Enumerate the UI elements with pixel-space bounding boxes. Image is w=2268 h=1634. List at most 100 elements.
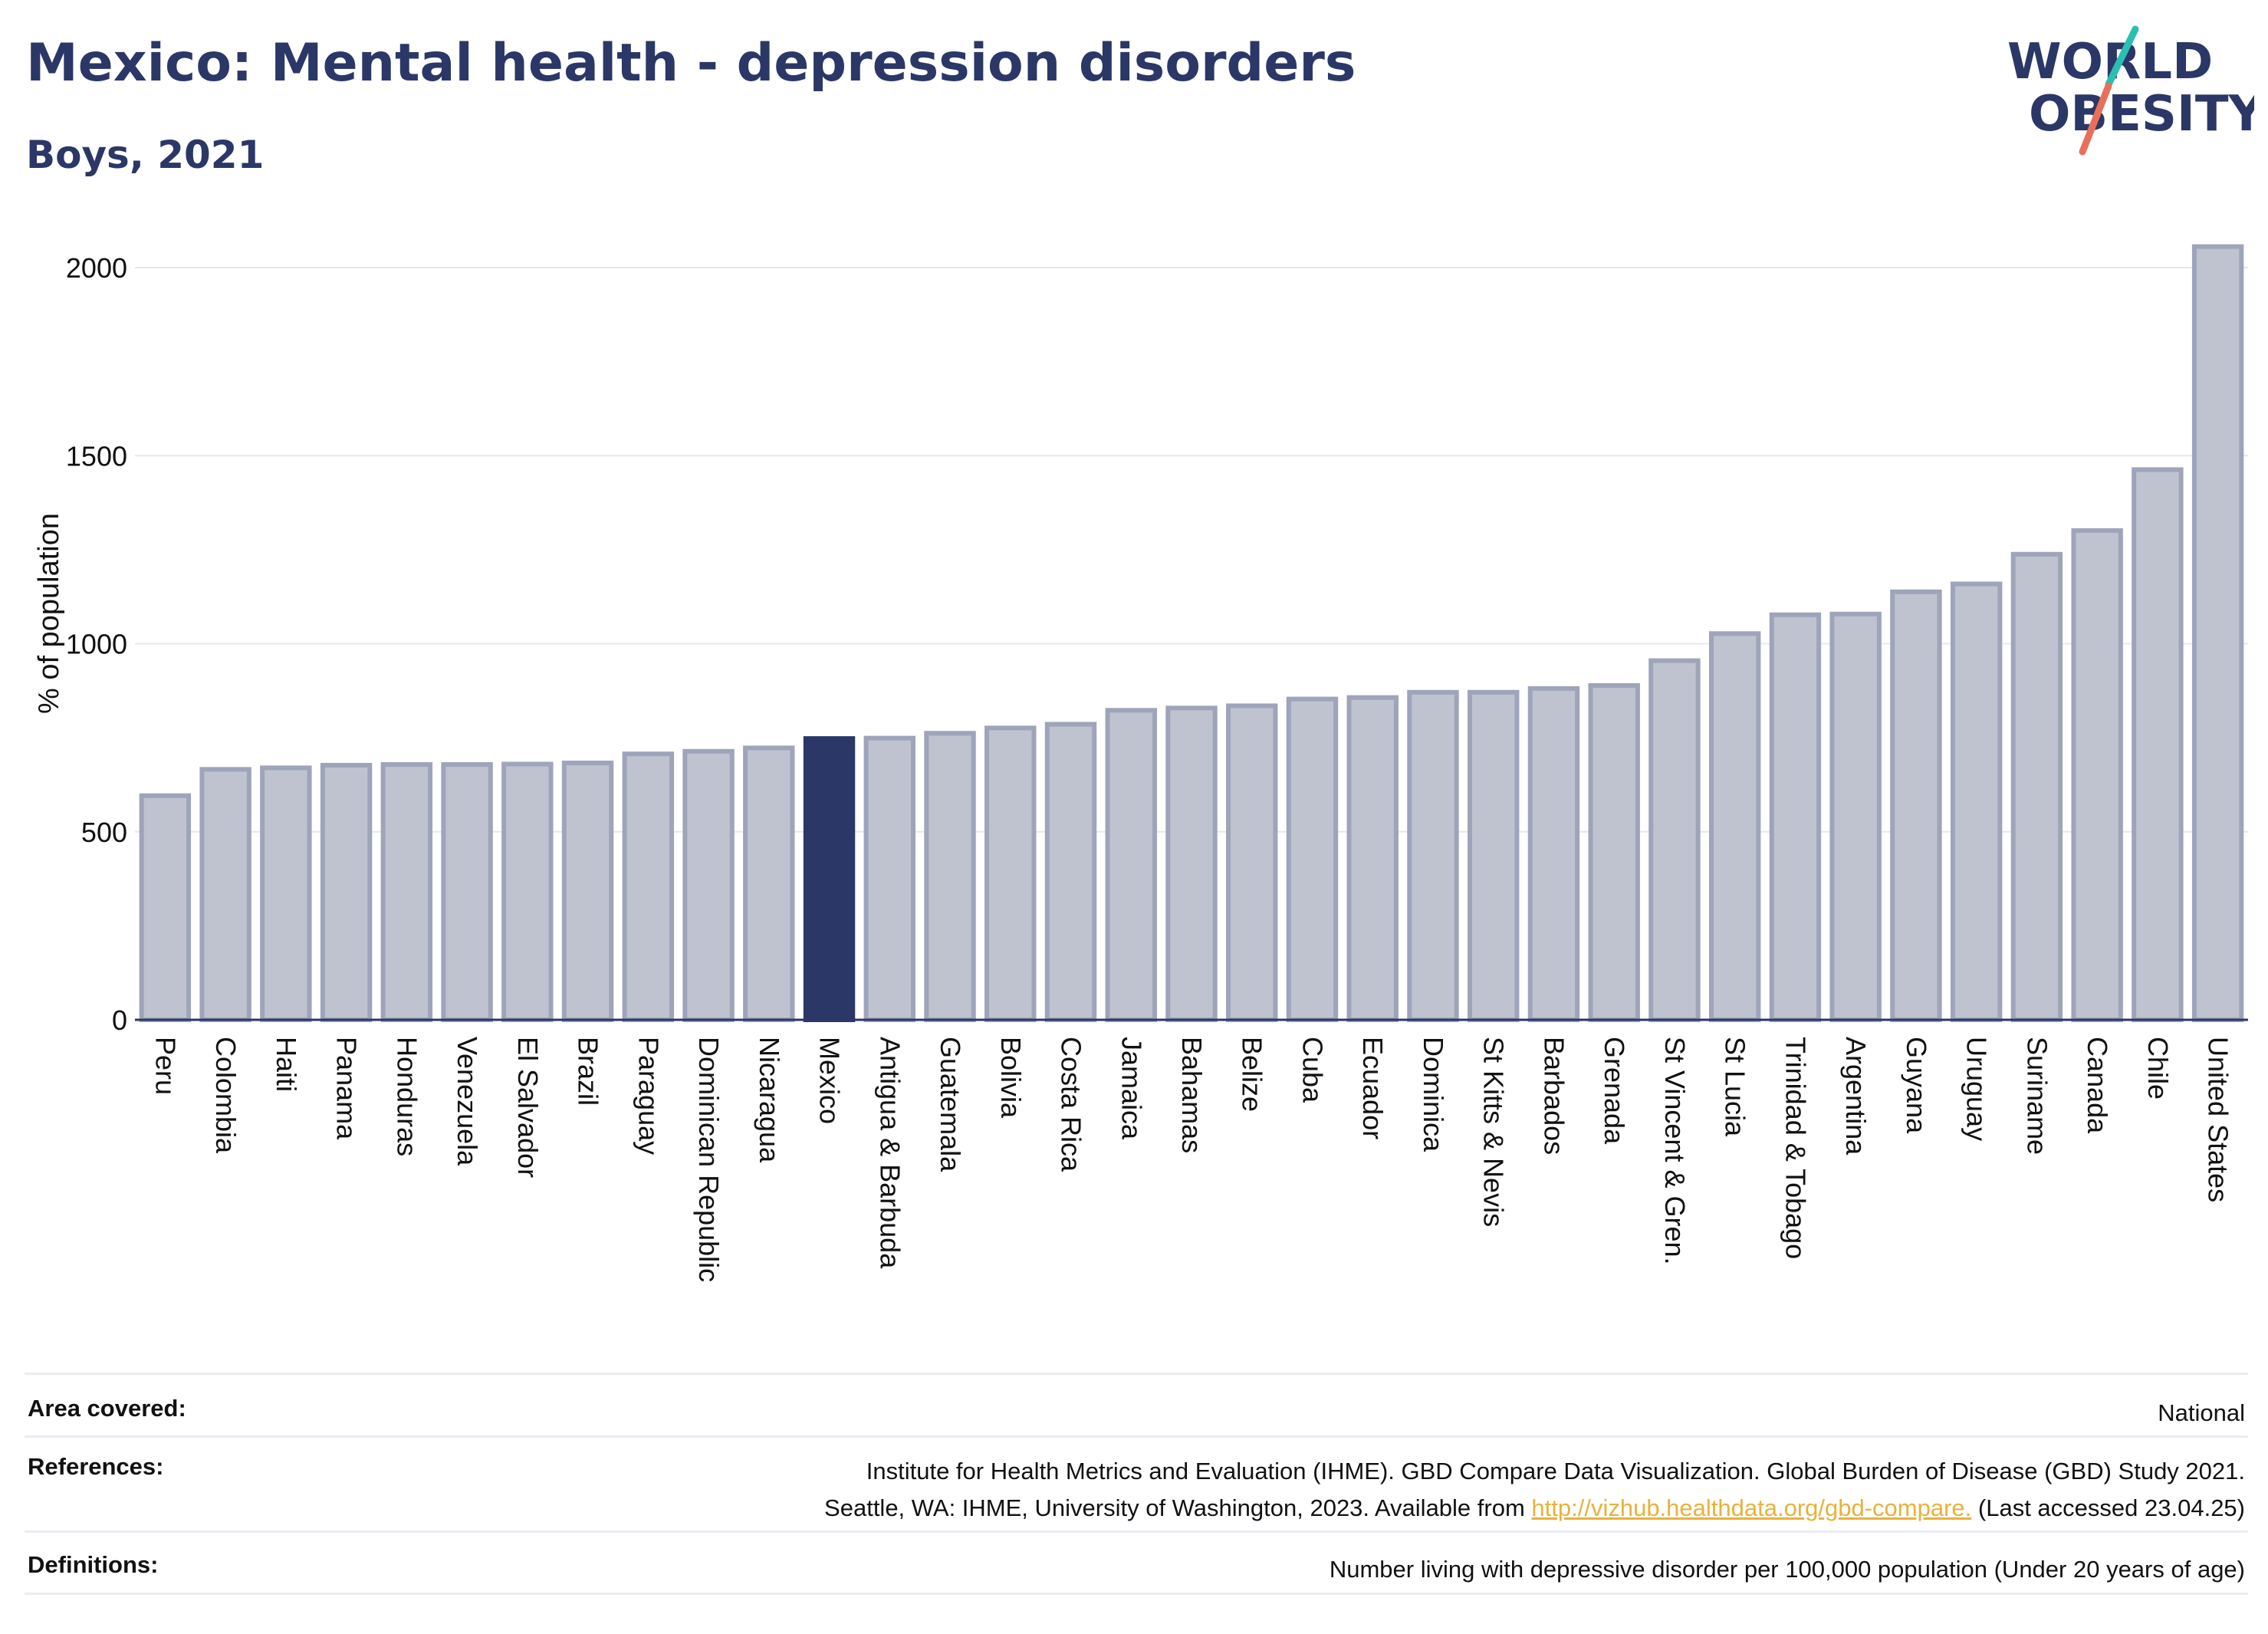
- bar-paraguay: [622, 751, 675, 1022]
- x-tick-label: Haiti: [271, 1037, 302, 1092]
- logo-slash-teal: [2105, 25, 2139, 88]
- x-tick-label: Argentina: [1840, 1037, 1872, 1156]
- reference-line-2-post: (Last accessed 23.04.25): [1971, 1494, 2245, 1522]
- reference-line-1: Institute for Health Metrics and Evaluat…: [866, 1458, 2245, 1484]
- bar-el-salvador: [501, 761, 554, 1022]
- info-footer: Area covered: National References: Insti…: [25, 1373, 2248, 1595]
- bar-mexico: [803, 736, 856, 1022]
- x-tick-label: United States: [2203, 1037, 2234, 1202]
- logo-slash-coral: [2079, 82, 2112, 156]
- bar-st-lucia: [1708, 631, 1761, 1022]
- bar-united-states: [2191, 244, 2244, 1023]
- bar-trinidad-tobago: [1769, 612, 1822, 1022]
- bar-chart: 0 500 1000 1500 2000 % of population Peru Col…: [33, 244, 2248, 1282]
- reference-link[interactable]: http://vizhub.healthdata.org/gbd-compare…: [1531, 1494, 1972, 1522]
- y-axis-ticks: 0 500 1000 1500 2000: [66, 252, 127, 1036]
- x-tick-label: Jamaica: [1116, 1037, 1147, 1140]
- bar-guyana: [1890, 589, 1942, 1022]
- bar-jamaica: [1105, 708, 1157, 1022]
- x-tick-label: Brazil: [573, 1037, 604, 1106]
- bar-suriname: [2010, 551, 2063, 1022]
- x-tick-label: Honduras: [391, 1037, 422, 1156]
- definitions-row: Definitions: Number living with depressi…: [25, 1530, 2248, 1595]
- x-tick-label: Barbados: [1538, 1037, 1570, 1155]
- bar-haiti: [260, 765, 312, 1023]
- x-tick-label: Grenada: [1599, 1037, 1630, 1145]
- x-tick-label: Venezuela: [452, 1037, 483, 1166]
- bar-ecuador: [1346, 695, 1399, 1023]
- bar-st-kitts-nevis: [1468, 689, 1520, 1022]
- x-tick-label: St Lucia: [1720, 1037, 1751, 1137]
- x-tick-label: St Vincent & Gren.: [1659, 1037, 1691, 1265]
- x-tick-label: Ecuador: [1357, 1037, 1389, 1139]
- x-tick-label: Bolivia: [995, 1037, 1027, 1119]
- definitions-value: Number living with depressive disorder p…: [1329, 1556, 2245, 1583]
- y-axis-label: % of population: [33, 513, 65, 714]
- x-tick-label: Panama: [331, 1037, 363, 1140]
- bar-guatemala: [924, 731, 976, 1022]
- definitions-label: Definitions:: [28, 1551, 159, 1578]
- chart-subtitle: Boys, 2021: [26, 133, 265, 177]
- y-tick-label: 0: [112, 1004, 127, 1036]
- x-tick-label: Belize: [1237, 1037, 1268, 1112]
- area-covered-value: National: [2158, 1399, 2245, 1426]
- bar-argentina: [1829, 611, 1882, 1022]
- x-tick-label: Nicaragua: [754, 1037, 785, 1163]
- bar-grenada: [1588, 682, 1640, 1022]
- references-row: References: Institute for Health Metrics…: [25, 1435, 2248, 1530]
- x-tick-label: Cuba: [1297, 1037, 1328, 1103]
- y-tick-label: 1500: [66, 440, 127, 472]
- references-label: References:: [28, 1453, 164, 1480]
- bars: [139, 244, 2244, 1023]
- bar-belize: [1226, 703, 1278, 1022]
- bar-dominican-republic: [682, 748, 735, 1022]
- bar-nicaragua: [743, 745, 795, 1023]
- bar-bahamas: [1165, 705, 1218, 1023]
- x-tick-label: Paraguay: [633, 1037, 664, 1155]
- bar-venezuela: [441, 761, 493, 1022]
- bar-peru: [139, 793, 192, 1022]
- bar-brazil: [561, 761, 614, 1022]
- area-covered-row: Area covered: National: [25, 1373, 2248, 1435]
- references-value: Institute for Health Metrics and Evaluat…: [824, 1453, 2245, 1527]
- bar-antigua-barbuda: [863, 735, 915, 1023]
- reference-line-2-pre: Seattle, WA: IHME, University of Washing…: [824, 1494, 1532, 1522]
- logo-line2: OBESITY: [2029, 86, 2254, 143]
- bar-colombia: [199, 767, 251, 1022]
- bar-uruguay: [1950, 581, 2003, 1022]
- y-tick-label: 500: [81, 817, 127, 848]
- x-tick-label: Dominica: [1418, 1037, 1449, 1152]
- x-tick-label: Trinidad & Tobago: [1780, 1037, 1811, 1259]
- bar-bolivia: [984, 725, 1037, 1023]
- x-tick-label: Peru: [150, 1037, 181, 1095]
- x-tick-label: Canada: [2082, 1037, 2113, 1134]
- x-tick-label: Mexico: [814, 1037, 846, 1124]
- x-axis-ticks: Peru Colombia Haiti Panama Honduras Venezuela…: [150, 1037, 2233, 1282]
- x-tick-label: Costa Rica: [1056, 1037, 1087, 1172]
- x-tick-label: Guyana: [1901, 1037, 1932, 1134]
- bar-honduras: [380, 761, 433, 1022]
- x-tick-label: Uruguay: [1961, 1037, 1993, 1141]
- x-tick-label: Antigua & Barbuda: [874, 1037, 906, 1269]
- bar-canada: [2071, 528, 2123, 1022]
- y-tick-label: 2000: [66, 252, 127, 284]
- bar-barbados: [1527, 685, 1580, 1023]
- x-tick-label: Chile: [2142, 1037, 2174, 1100]
- bar-st-vincent-gren-: [1648, 658, 1701, 1022]
- world-obesity-logo: WORLD OBESITY: [2007, 25, 2254, 156]
- x-tick-label: Bahamas: [1176, 1037, 1208, 1153]
- x-tick-label: St Kitts & Nevis: [1478, 1037, 1510, 1227]
- bar-costa-rica: [1044, 722, 1097, 1022]
- bar-dominica: [1407, 689, 1459, 1022]
- x-tick-label: Suriname: [2021, 1037, 2053, 1155]
- area-covered-label: Area covered:: [28, 1395, 186, 1422]
- chart-title: Mexico: Mental health - depression disor…: [26, 33, 1356, 94]
- x-tick-label: El Salvador: [512, 1037, 544, 1178]
- bar-cuba: [1286, 696, 1339, 1022]
- y-tick-label: 1000: [66, 629, 127, 660]
- x-tick-label: Guatemala: [935, 1037, 966, 1172]
- x-tick-label: Dominican Republic: [693, 1037, 725, 1282]
- bar-panama: [320, 762, 373, 1022]
- bar-chile: [2132, 467, 2184, 1022]
- x-tick-label: Colombia: [210, 1037, 242, 1154]
